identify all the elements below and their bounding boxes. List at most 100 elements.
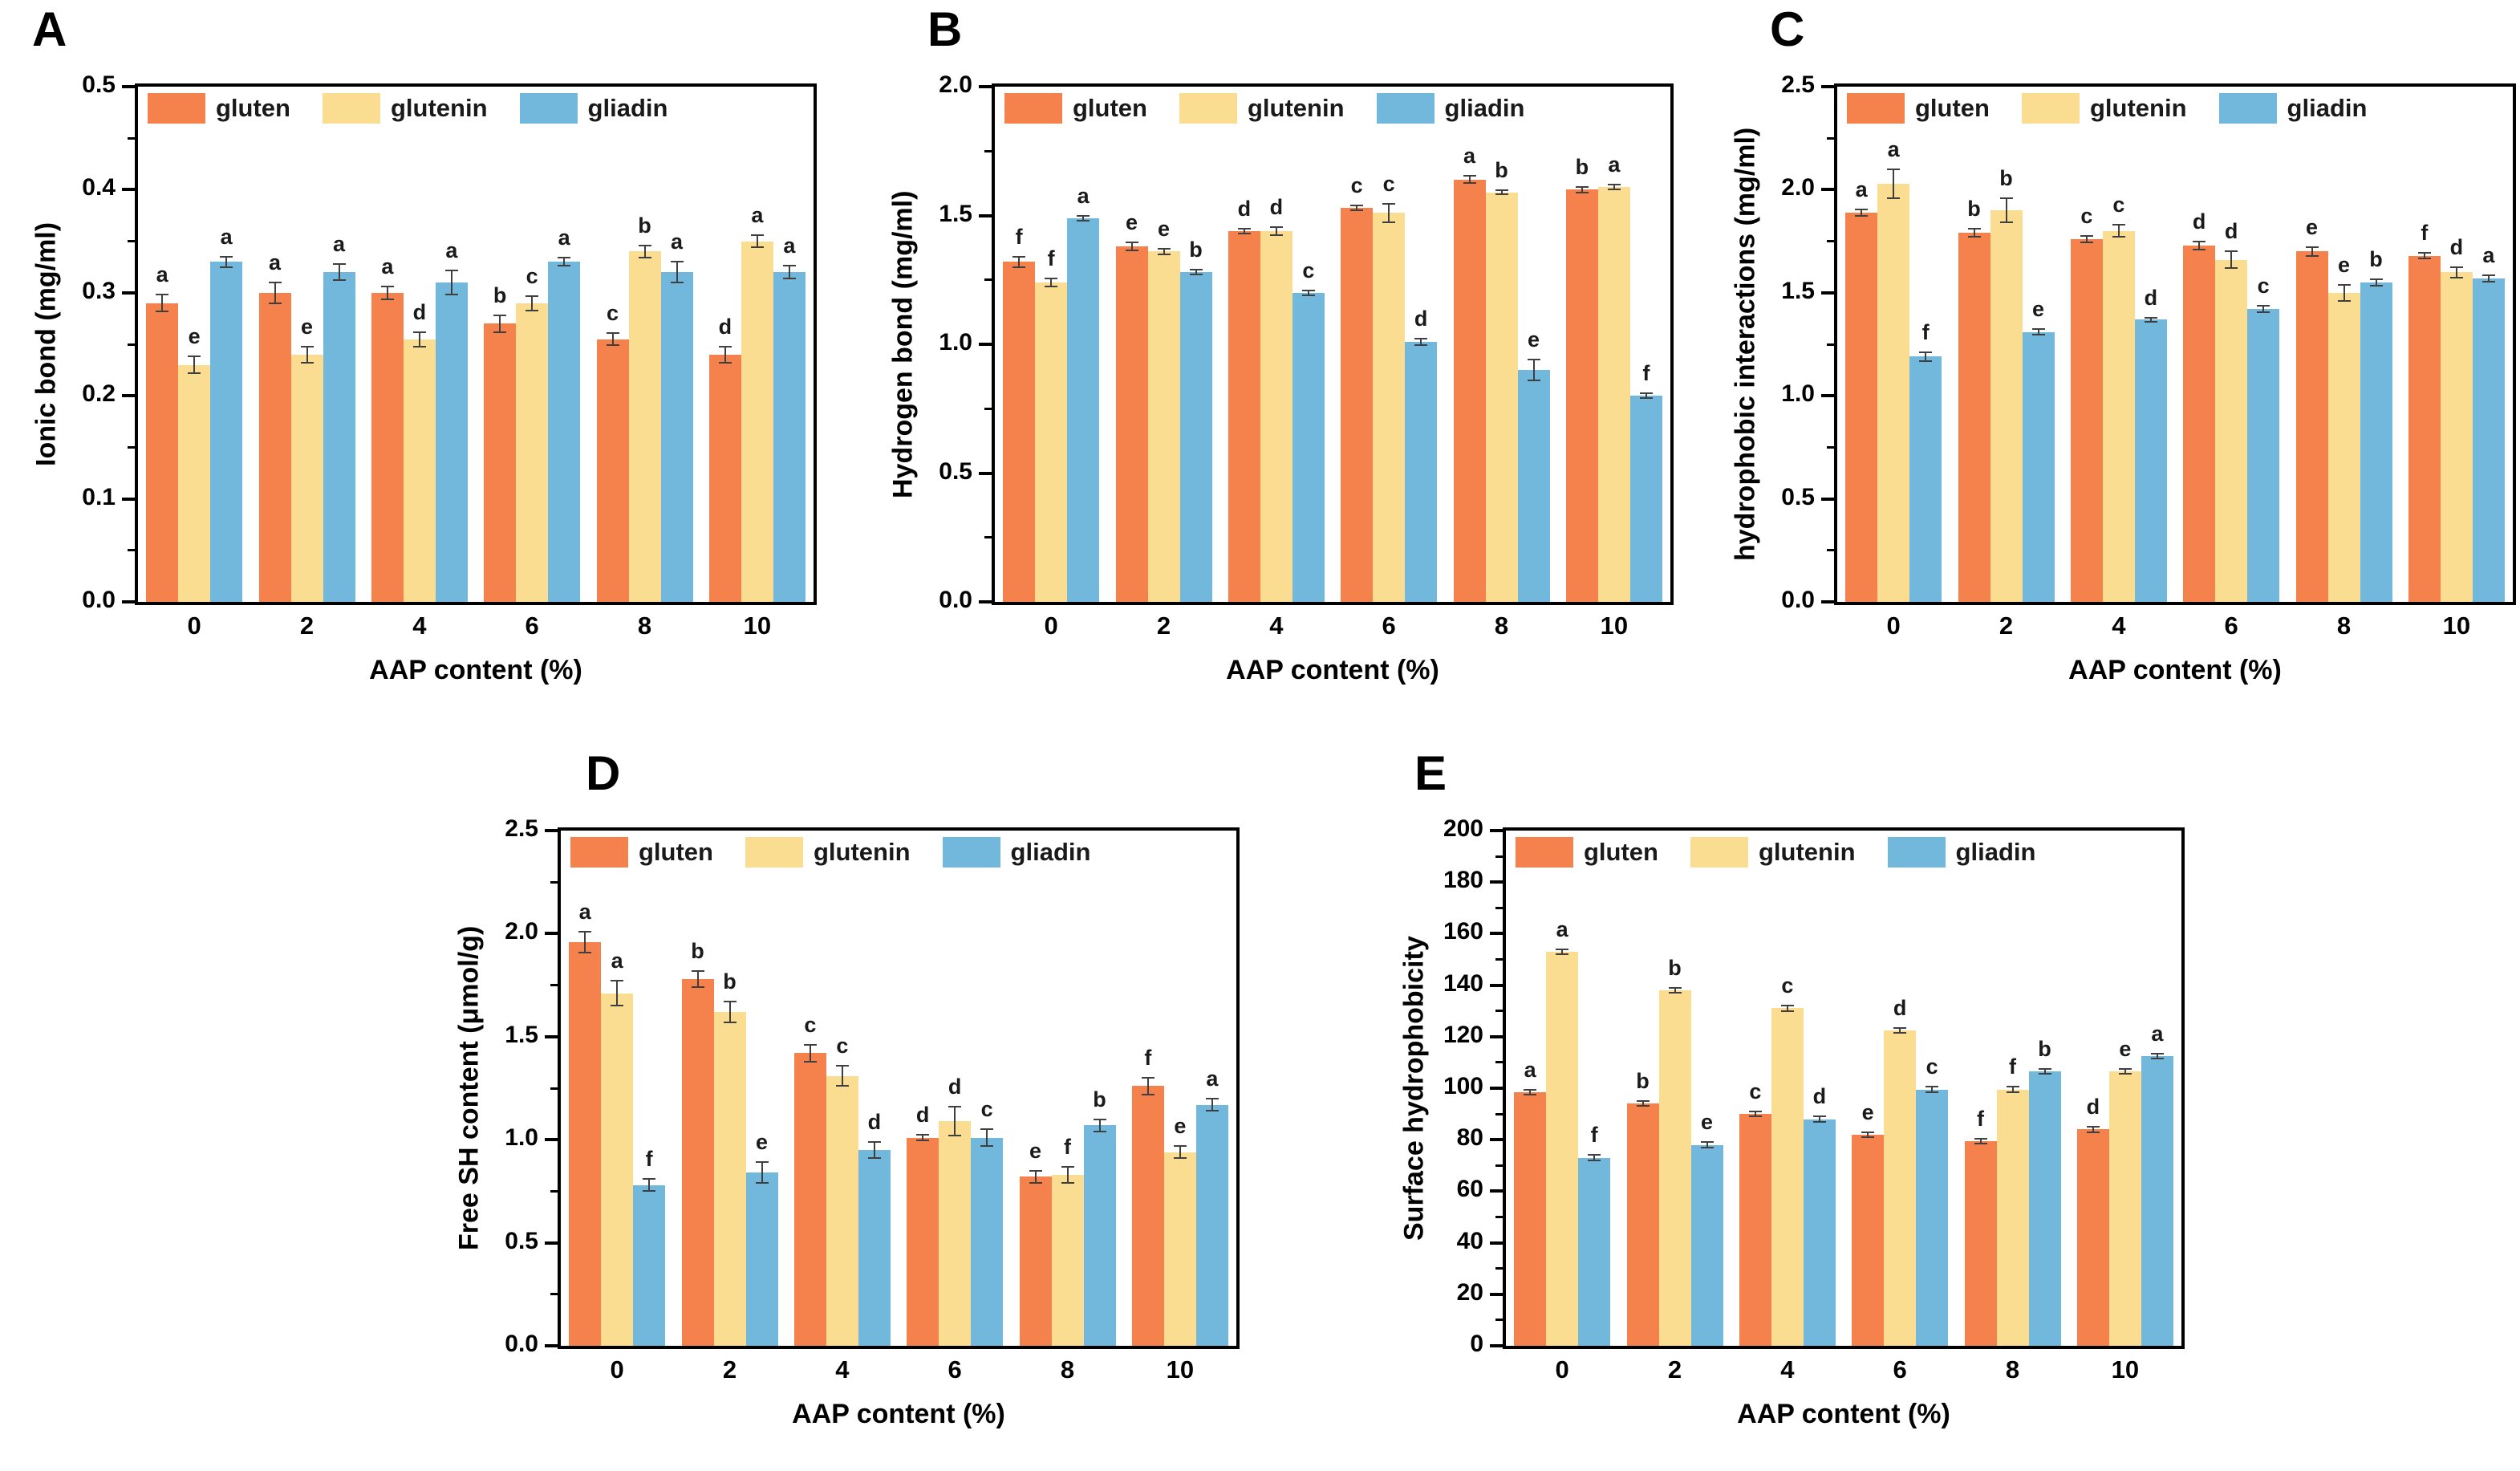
y-major-tick (1490, 1189, 1503, 1193)
error-bar-cap-bottom (1967, 236, 1981, 238)
y-tick-label: 0.4 (82, 174, 116, 201)
bar-gluten-0 (146, 303, 179, 602)
error-bar-line (2455, 266, 2457, 278)
significance-letter: a (445, 238, 458, 262)
bar-glutenin-0 (178, 364, 211, 602)
error-bar-cap-top (2118, 1067, 2132, 1070)
x-tick-label: 4 (835, 1355, 850, 1384)
error-bar-cap-top (1077, 214, 1090, 217)
error-bar-cap-top (268, 281, 282, 283)
error-bar-line (788, 266, 790, 278)
error-bar-line (724, 346, 726, 364)
error-bar-line (1931, 1087, 1934, 1092)
error-bar-line (306, 346, 308, 364)
significance-letter: f (645, 1146, 653, 1171)
plot-frame (1834, 83, 2516, 605)
error-bar-cap-bottom (1893, 1031, 1907, 1034)
error-bar-cap-top (1061, 1165, 1074, 1168)
bar-chart-ionic-bond: Ionic bond (mg/ml) 0.0 0.1 0.2 0.3 0.4 0.5 glut… (14, 5, 825, 727)
legend-swatch-gliadin (1887, 837, 1946, 868)
y-minor-tick (1495, 1061, 1503, 1064)
bar-gluten-4 (371, 292, 404, 602)
significance-letter: f (1144, 1046, 1152, 1071)
error-bar-cap-bottom (1974, 1143, 1987, 1144)
y-minor-tick (550, 1087, 558, 1090)
error-bar-cap-top (526, 295, 539, 297)
panel-letter: A (32, 2, 68, 56)
error-bar-line (1581, 187, 1583, 193)
bar-gliadin-10 (1195, 1104, 1228, 1346)
error-bar-cap-bottom (1926, 1091, 1939, 1093)
error-bar-cap-bottom (867, 1157, 881, 1160)
error-bar-cap-bottom (526, 309, 539, 311)
significance-letter: b (1636, 1069, 1650, 1094)
legend-item-gluten: gluten (1516, 837, 1658, 868)
bar-gliadin-8 (660, 272, 693, 602)
error-bar-cap-bottom (2150, 1058, 2164, 1060)
error-bar-cap-bottom (1636, 1105, 1650, 1107)
bar-glutenin-2 (713, 1011, 746, 1346)
error-bar-line (1754, 1111, 1756, 1117)
error-bar-cap-top (1575, 186, 1589, 189)
error-bar-line (2156, 1053, 2158, 1059)
bar-gliadin-6 (1916, 1089, 1949, 1346)
legend: gluten glutenin gliadin (148, 93, 668, 124)
x-axis-title: AAP content (%) (369, 655, 582, 685)
legend-label: gliadin (2287, 94, 2368, 122)
x-tick-label: 10 (1600, 612, 1629, 640)
y-minor-tick (1827, 549, 1834, 552)
significance-letter: d (867, 1109, 882, 1134)
error-bar-cap-bottom (691, 986, 704, 989)
error-bar-cap-bottom (723, 1021, 737, 1023)
y-major-tick (1821, 85, 1834, 88)
significance-letter: d (1812, 1084, 1827, 1109)
plot-frame (558, 827, 1240, 1349)
y-major-tick (545, 1344, 558, 1347)
error-bar-line (1243, 228, 1245, 234)
error-bar-cap-top (916, 1133, 930, 1136)
error-bar-line (1420, 338, 1422, 345)
bar-glutenin-8 (1485, 192, 1518, 602)
bar-glutenin-6 (2215, 259, 2248, 602)
legend-item-glutenin: glutenin (1179, 93, 1345, 124)
error-bar-cap-top (2080, 235, 2093, 238)
error-bar-line (274, 282, 276, 303)
y-tick-label: 0.3 (82, 277, 116, 304)
y-major-tick (1490, 829, 1503, 832)
x-tick-label: 8 (2336, 612, 2352, 640)
error-bar-cap-bottom (2225, 266, 2238, 269)
significance-letter: e (2119, 1036, 2132, 1061)
bar-glutenin-2 (290, 354, 323, 602)
error-bar-cap-top (1893, 1026, 1907, 1029)
significance-letter: a (1855, 177, 1868, 201)
x-axis-title: AAP content (%) (1737, 1399, 1950, 1429)
bar-gluten-10 (708, 354, 741, 602)
legend: gluten glutenin gliadin (1004, 93, 1524, 124)
bar-gliadin-2 (1179, 272, 1212, 602)
error-bar-cap-top (1556, 948, 1569, 950)
y-major-tick (1490, 1087, 1503, 1090)
y-minor-tick (128, 136, 135, 140)
error-bar-line (873, 1141, 875, 1159)
error-bar-cap-top (1588, 1154, 1601, 1156)
y-major-tick (1490, 932, 1503, 936)
error-bar-cap-top (2086, 1126, 2100, 1128)
y-minor-tick (1495, 958, 1503, 961)
bar-glutenin-10 (2440, 272, 2473, 602)
error-bar-cap-bottom (1141, 1093, 1154, 1095)
error-bar-cap-top (2449, 266, 2463, 268)
bar-gliadin-6 (1405, 341, 1438, 602)
significance-letter: f (2009, 1054, 2016, 1079)
error-bar-line (1893, 169, 1895, 198)
y-tick-label: 2.0 (939, 71, 972, 98)
bar-gliadin-10 (2472, 278, 2505, 602)
error-bar-cap-bottom (1556, 953, 1569, 956)
y-tick-label: 140 (1443, 969, 1483, 997)
bar-gliadin-0 (210, 262, 243, 602)
significance-letter: d (412, 299, 427, 324)
x-tick-label: 10 (2442, 612, 2471, 640)
y-tick-label: 2.5 (1781, 71, 1815, 98)
error-bar-line (499, 315, 501, 332)
error-bar-cap-top (2225, 250, 2238, 253)
y-major-tick (1821, 497, 1834, 501)
